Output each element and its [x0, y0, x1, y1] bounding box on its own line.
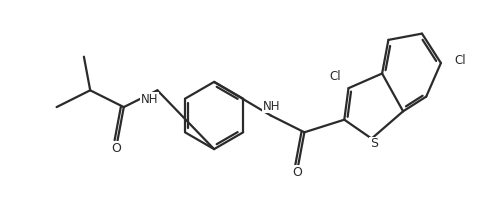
Text: NH: NH — [263, 100, 281, 113]
Text: Cl: Cl — [454, 54, 466, 67]
Text: NH: NH — [141, 93, 159, 106]
Text: Cl: Cl — [329, 70, 341, 83]
Text: O: O — [292, 166, 302, 179]
Text: O: O — [112, 142, 121, 155]
Text: S: S — [370, 137, 378, 150]
